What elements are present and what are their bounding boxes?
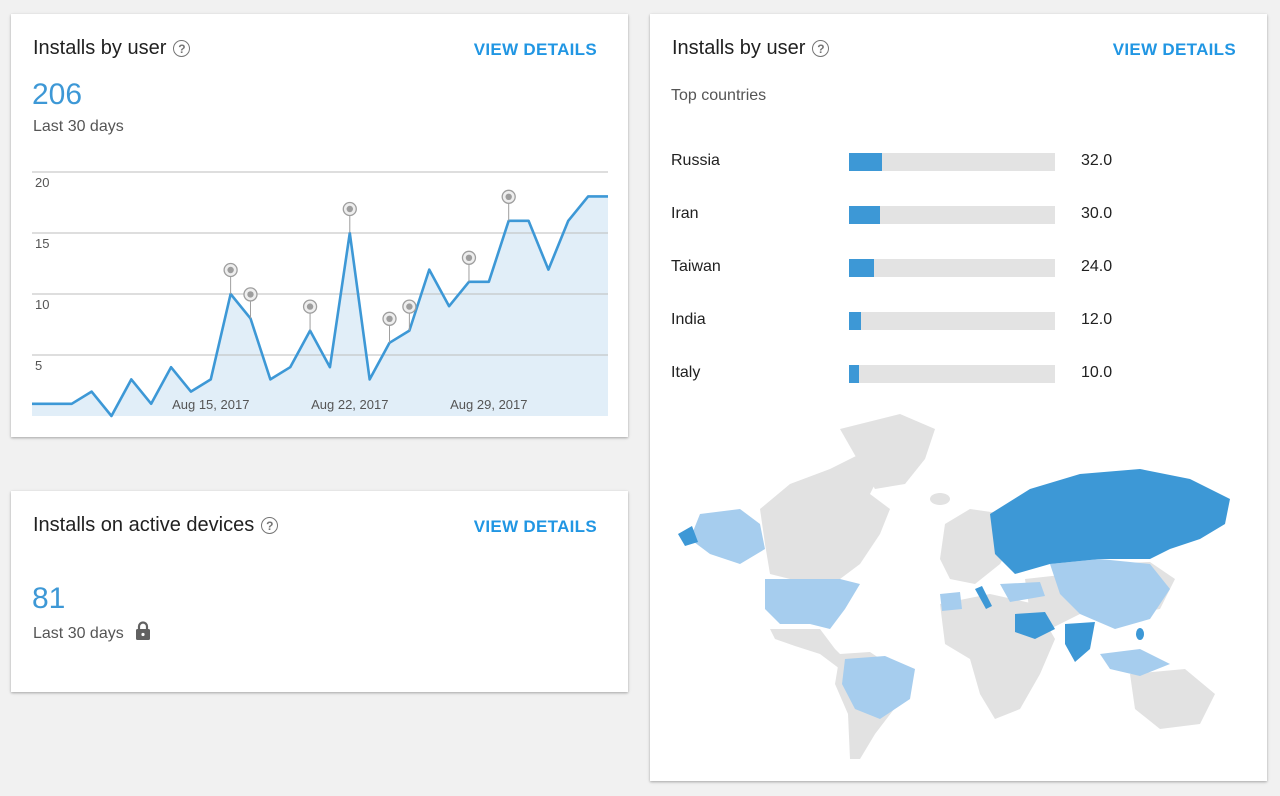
country-row-italy: Italy 10.0 <box>671 363 1231 385</box>
country-bar-fill <box>849 259 874 277</box>
country-bar-track <box>849 365 1055 383</box>
top-countries-subtitle: Top countries <box>671 87 767 104</box>
period-label: Last 30 days <box>33 118 124 135</box>
y-tick-label: 15 <box>35 236 49 251</box>
country-row-taiwan: Taiwan 24.0 <box>671 257 1231 279</box>
view-details-button[interactable]: VIEW DETAILS <box>1112 40 1236 59</box>
map-region-usa <box>765 579 860 629</box>
map-region-indonesia <box>1100 649 1170 676</box>
map-region-alaska-tip <box>678 526 698 546</box>
map-region-turkey <box>1000 582 1045 602</box>
annotation-marker-dot <box>227 266 234 274</box>
country-bar-fill <box>849 153 882 171</box>
period-label-text: Last 30 days <box>33 624 124 642</box>
x-tick-label: Aug 22, 2017 <box>311 397 388 412</box>
country-bar-fill <box>849 365 860 383</box>
annotation-marker-dot <box>346 205 353 213</box>
country-bar-track <box>849 259 1055 277</box>
lock-icon <box>135 621 151 646</box>
map-region-taiwan <box>1136 628 1144 640</box>
view-details-button[interactable]: VIEW DETAILS <box>473 517 597 536</box>
installs-value: 206 <box>32 78 83 111</box>
chart-area <box>32 196 608 416</box>
y-tick-label: 20 <box>35 175 49 190</box>
map-region-iran <box>1015 612 1055 639</box>
map-region-china <box>1050 559 1170 629</box>
x-tick-label: Aug 29, 2017 <box>450 397 527 412</box>
map-region-russia <box>990 469 1230 574</box>
question-circle-icon[interactable]: ? <box>812 40 830 57</box>
card-title-text: Installs by user <box>33 37 167 59</box>
installs-value: 81 <box>32 582 66 615</box>
country-bar-fill <box>849 206 880 224</box>
map-region-italy <box>975 586 992 609</box>
y-tick-label: 5 <box>35 358 42 373</box>
map-region-india <box>1065 622 1095 662</box>
card-title-text: Installs by user <box>672 37 806 59</box>
card-title: Installs by user ? <box>672 37 830 60</box>
installs-active-devices-card: Installs on active devices ? VIEW DETAIL… <box>11 491 628 692</box>
series-line <box>32 195 608 418</box>
card-title: Installs on active devices ? <box>33 514 279 537</box>
question-circle-icon[interactable]: ? <box>173 40 191 57</box>
country-name: India <box>671 311 706 328</box>
annotation-marker-dot <box>306 303 314 310</box>
country-bar-fill <box>849 312 862 330</box>
world-map[interactable] <box>670 414 1240 764</box>
map-region-alaska <box>690 509 765 564</box>
map-region-mexico <box>770 629 850 669</box>
country-value: 30.0 <box>1081 205 1113 222</box>
country-row-iran: Iran 30.0 <box>671 204 1231 226</box>
card-title: Installs by user ? <box>33 37 191 60</box>
country-value: 10.0 <box>1081 364 1113 381</box>
annotation-marker-dot <box>505 193 512 200</box>
question-circle-icon[interactable]: ? <box>261 517 279 534</box>
map-region-iceland <box>930 493 950 505</box>
country-name: Iran <box>671 205 699 222</box>
annotation-marker-dot <box>465 254 473 261</box>
installs-line-chart[interactable]: 20 15 10 5 Aug 15, 2017 Aug 22, 2017 Aug 29, 2… <box>32 169 608 419</box>
map-region-australia <box>1130 669 1215 729</box>
period-label: Last 30 days <box>33 621 151 646</box>
country-name: Taiwan <box>671 258 721 275</box>
installs-by-country-card: Installs by user ? VIEW DETAILS Top coun… <box>650 14 1267 781</box>
installs-by-user-card: Installs by user ? VIEW DETAILS 206 Last… <box>11 14 628 437</box>
country-bar-track <box>849 312 1055 330</box>
card-title-text: Installs on active devices <box>33 514 255 536</box>
map-region-canada <box>760 454 890 579</box>
map-region-spain <box>940 592 962 611</box>
country-row-india: India 12.0 <box>671 310 1231 332</box>
y-tick-label: 10 <box>35 297 49 312</box>
country-name: Italy <box>671 364 701 381</box>
country-row-russia: Russia 32.0 <box>671 151 1231 173</box>
map-region-greenland <box>840 414 935 489</box>
x-tick-label: Aug 15, 2017 <box>172 397 249 412</box>
annotation-marker-dot <box>406 303 413 310</box>
annotation-marker-dot <box>247 291 254 298</box>
annotation-marker-dot <box>386 315 393 322</box>
country-value: 32.0 <box>1081 152 1113 169</box>
map-region-brazil <box>842 656 915 719</box>
country-value: 12.0 <box>1081 311 1113 328</box>
country-bar-track <box>849 153 1055 171</box>
view-details-button[interactable]: VIEW DETAILS <box>473 40 597 59</box>
country-bar-track <box>849 206 1055 224</box>
country-name: Russia <box>671 152 720 169</box>
country-value: 24.0 <box>1081 258 1113 275</box>
